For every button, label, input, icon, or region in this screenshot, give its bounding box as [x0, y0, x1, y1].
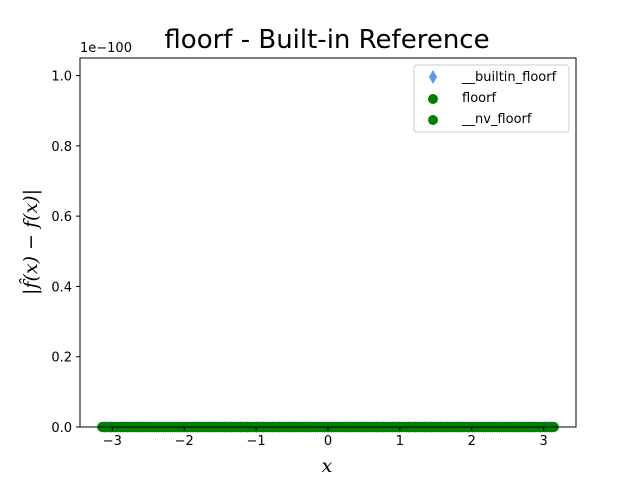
y-offset-label: 1e−100	[80, 41, 132, 56]
legend-marker-diamond-icon	[429, 70, 437, 84]
y-axis-label: |f̂(x) − f(x)|	[19, 189, 42, 295]
x-tick-label: 2	[468, 434, 476, 449]
x-tick-label: −2	[175, 434, 194, 449]
x-tick-label: 3	[540, 434, 548, 449]
legend-box	[413, 64, 570, 133]
legend-label: __builtin_floorf	[461, 70, 557, 85]
x-tick-label: 0	[324, 434, 332, 449]
x-tick-label: −1	[247, 434, 266, 449]
x-tick-label: 1	[396, 434, 404, 449]
y-tick-label: 0.0	[51, 421, 72, 436]
x-axis-label: x	[322, 455, 333, 477]
x-tick-label: −3	[103, 434, 122, 449]
y-tick-label: 0.4	[51, 280, 72, 295]
y-tick-label: 0.2	[51, 351, 72, 366]
legend-label: __nv_floorf	[461, 112, 532, 127]
y-tick-label: 1.0	[51, 70, 72, 85]
legend-marker-circle-icon	[428, 94, 438, 104]
legend-label: floorf	[462, 91, 496, 106]
axes: −3 −2 −1 0 1 2 3 0.0 0.2 0.4 0.6 0.8 1.0	[51, 57, 577, 449]
legend-marker-circle-icon	[428, 115, 438, 125]
y-tick-label: 0.8	[51, 140, 72, 155]
chart-title: floorf - Built-in Reference	[164, 25, 489, 55]
y-tick-label: 0.6	[51, 210, 72, 225]
